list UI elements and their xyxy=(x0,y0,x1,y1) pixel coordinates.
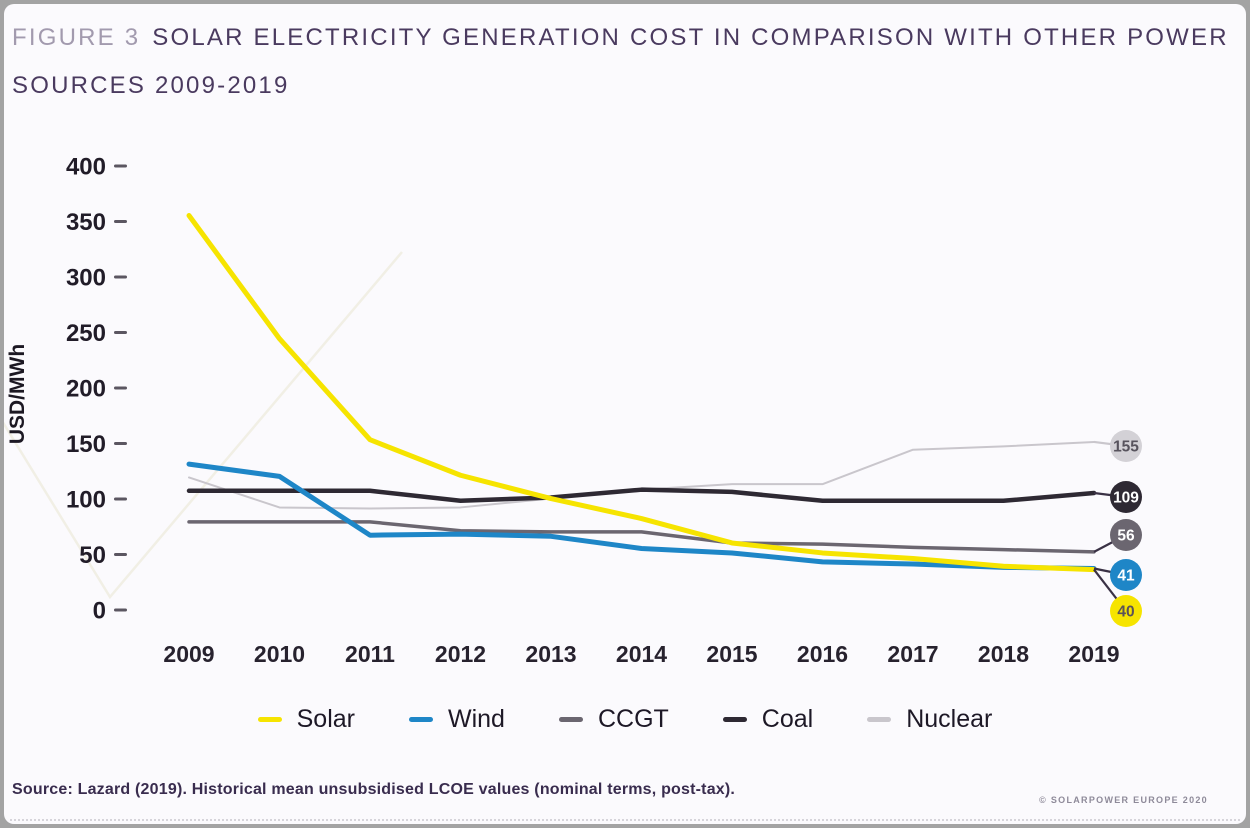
y-tick-dash xyxy=(114,608,127,612)
y-tick-dash xyxy=(114,331,127,334)
legend-label-coal: Coal xyxy=(761,705,814,733)
y-tick-dash xyxy=(114,386,127,390)
legend-dash-nuclear xyxy=(867,717,892,722)
end-badge-value-ccgt: 56 xyxy=(1117,528,1135,545)
series-line-coal xyxy=(186,487,1097,504)
legend-label-nuclear: Nuclear xyxy=(906,705,993,733)
y-tick-label: 150 xyxy=(66,431,106,458)
figure-title: FIGURE 3 SOLAR ELECTRICITY GENERATION COS… xyxy=(12,14,1232,110)
figure-card: FIGURE 3 SOLAR ELECTRICITY GENERATION COS… xyxy=(4,4,1246,824)
x-tick-label: 2019 xyxy=(1068,641,1119,667)
source-note: Source: Lazard (2019). Historical mean u… xyxy=(12,781,736,798)
line-chart: USD/MWh 0 50 100 150 200 250 300 350 400 2009 2010… xyxy=(4,154,1142,667)
figure-number: FIGURE 3 xyxy=(12,24,141,51)
y-tick-label: 400 xyxy=(66,154,106,181)
y-tick-label: 300 xyxy=(66,265,106,292)
series-line-ccgt xyxy=(187,520,1096,554)
x-tick-label: 2012 xyxy=(435,641,486,667)
y-tick-dash xyxy=(114,220,127,223)
x-tick-label: 2015 xyxy=(706,641,757,667)
y-tick-label: 100 xyxy=(66,487,106,514)
end-badge-nuclear xyxy=(1110,430,1142,462)
end-badge-value-coal: 109 xyxy=(1113,490,1139,507)
copyright-note: © SOLARPOWER EUROPE 2020 xyxy=(1039,795,1208,805)
legend-label-ccgt: CCGT xyxy=(597,705,669,733)
legend-dash-coal xyxy=(722,717,747,722)
legend-item-ccgt: CCGT xyxy=(558,705,669,734)
series-line-wind xyxy=(186,461,1097,571)
y-tick-label: 200 xyxy=(66,376,106,403)
y-tick-dash xyxy=(114,164,127,168)
legend-item-solar: Solar xyxy=(257,705,355,734)
end-badge-solar xyxy=(1110,595,1142,627)
x-tick-label: 2011 xyxy=(345,641,395,667)
end-badge-ccgt xyxy=(1110,519,1142,551)
legend-item-wind: Wind xyxy=(409,705,505,734)
end-badge-wind xyxy=(1110,559,1142,591)
y-tick-label: 350 xyxy=(66,209,106,236)
figure-title-text: SOLAR ELECTRICITY GENERATION COST IN COM… xyxy=(152,24,1229,51)
legend-dash-ccgt xyxy=(558,717,583,722)
legend-label-wind: Wind xyxy=(448,705,505,733)
x-tick-label: 2010 xyxy=(254,641,305,667)
end-badge-value-wind: 41 xyxy=(1117,568,1135,585)
legend-label-solar: Solar xyxy=(296,705,355,733)
x-tick-label: 2017 xyxy=(887,641,938,667)
y-tick-label: 50 xyxy=(79,542,106,569)
x-tick-label: 2018 xyxy=(978,641,1029,667)
chart-legend: Solar Wind CCGT Coal Nuclear xyxy=(4,705,1246,734)
end-badge-coal xyxy=(1110,481,1142,513)
legend-item-coal: Coal xyxy=(722,705,814,734)
legend-item-nuclear: Nuclear xyxy=(867,705,992,734)
x-tick-label: 2014 xyxy=(616,641,667,667)
y-tick-dash xyxy=(114,442,127,445)
x-tick-label: 2016 xyxy=(797,641,848,667)
footer-divider xyxy=(10,819,1240,821)
y-axis-label: USD/MWh xyxy=(6,344,29,444)
background-watermark xyxy=(4,251,403,600)
legend-dash-wind xyxy=(409,717,433,722)
y-tick-dash xyxy=(114,553,127,556)
end-badge-value-nuclear: 155 xyxy=(1113,439,1139,456)
x-tick-label: 2013 xyxy=(525,641,576,667)
y-tick-dash xyxy=(114,275,127,279)
series-line-solar xyxy=(186,213,1097,573)
end-badge-value-solar: 40 xyxy=(1117,604,1134,621)
y-tick-dash xyxy=(114,497,127,501)
x-tick-label: 2009 xyxy=(163,641,214,667)
figure-title-line2: SOURCES 2009-2019 xyxy=(12,72,290,99)
y-tick-label: 250 xyxy=(66,320,106,347)
legend-dash-solar xyxy=(257,717,282,722)
y-tick-label: 0 xyxy=(93,598,106,625)
figure-title-line1: FIGURE 3 SOLAR ELECTRICITY GENERATION COS… xyxy=(12,14,1232,62)
